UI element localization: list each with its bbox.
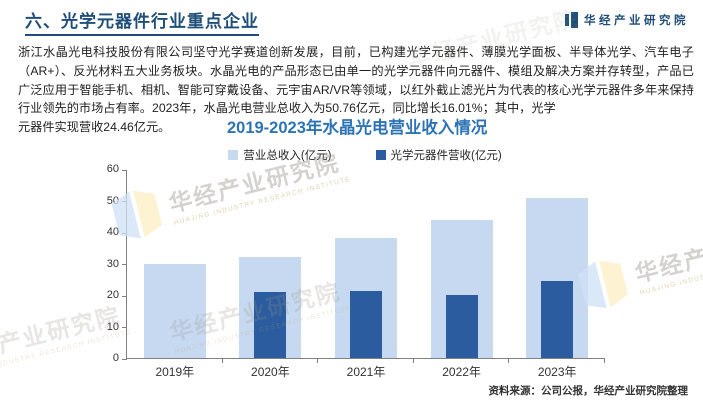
brand-logo: 华经产业研究院	[565, 12, 689, 28]
page-header: 六、光学元器件行业重点企业 华经产业研究院	[0, 0, 703, 38]
y-axis-tick	[122, 327, 127, 328]
legend-label: 光学元器件营收(亿元)	[390, 150, 502, 162]
page-title: 六、光学元器件行业重点企业	[25, 7, 259, 36]
y-axis-tick	[122, 232, 127, 234]
bar-optical-2021年	[350, 291, 382, 358]
x-axis-tick	[508, 358, 510, 363]
y-axis-label: 40	[106, 226, 119, 238]
chart-title: 2019-2023年水晶光电营业收入情况	[226, 119, 488, 138]
legend-swatch	[375, 150, 386, 160]
x-axis-tick	[221, 358, 223, 363]
x-axis-label: 2022年	[442, 365, 481, 379]
y-axis-label: 20	[106, 289, 119, 301]
y-axis-label: 50	[106, 194, 119, 207]
data-source: 资料来源：公司公报，华经产业研究院整理	[488, 385, 689, 397]
body-paragraph-end: 元器件实现营收24.46亿元。	[18, 120, 171, 135]
y-axis-label: 0	[112, 352, 119, 364]
x-axis-label: 2023年	[537, 365, 577, 379]
y-axis-tick	[122, 264, 127, 265]
chart-legend: 营业总收入(亿元) 光学元器件营收(亿元)	[126, 147, 604, 163]
revenue-bar-chart: 营业总收入(亿元) 光学元器件营收(亿元) 0 10 20 30 40 50 60 2019年 2…	[0, 145, 703, 385]
y-axis-label: 60	[106, 163, 119, 175]
y-axis-tick	[122, 201, 127, 202]
legend-swatch	[228, 150, 239, 160]
x-axis-tick	[604, 358, 605, 363]
x-axis-tick	[412, 358, 414, 363]
bar-optical-2023年	[541, 280, 574, 358]
legend-item: 光学元器件营收(亿元)	[375, 147, 502, 163]
legend-item: 营业总收入(亿元)	[228, 147, 332, 163]
x-axis-tick	[317, 358, 319, 363]
y-axis-tick	[122, 295, 127, 297]
body-paragraph: 浙江水晶光电科技股份有限公司坚守光学赛道创新发展，目前，已构建光学元器件、薄膜光…	[18, 45, 694, 116]
y-axis-tick	[122, 169, 127, 171]
body-last-line: 元器件实现营收24.46亿元。 2019-2023年水晶光电营业收入情况	[18, 118, 694, 139]
legend-label: 营业总收入(亿元)	[243, 150, 332, 162]
y-axis-tick	[122, 358, 127, 360]
y-axis-label: 30	[106, 257, 119, 270]
x-axis-label: 2021年	[346, 365, 386, 379]
y-axis-label: 10	[106, 320, 119, 333]
brand-name: 华经产业研究院	[584, 15, 689, 27]
x-axis-label: 2019年	[155, 365, 195, 379]
plot-area: 0 10 20 30 40 50 60 2019年 2020年 2021年 2022年 2023年	[107, 163, 605, 379]
bar-optical-2020年	[254, 292, 287, 358]
book-bars-icon	[565, 12, 578, 28]
bar-total-2019年	[143, 263, 206, 358]
bar-optical-2022年	[445, 294, 478, 358]
x-axis-label: 2020年	[251, 365, 290, 379]
